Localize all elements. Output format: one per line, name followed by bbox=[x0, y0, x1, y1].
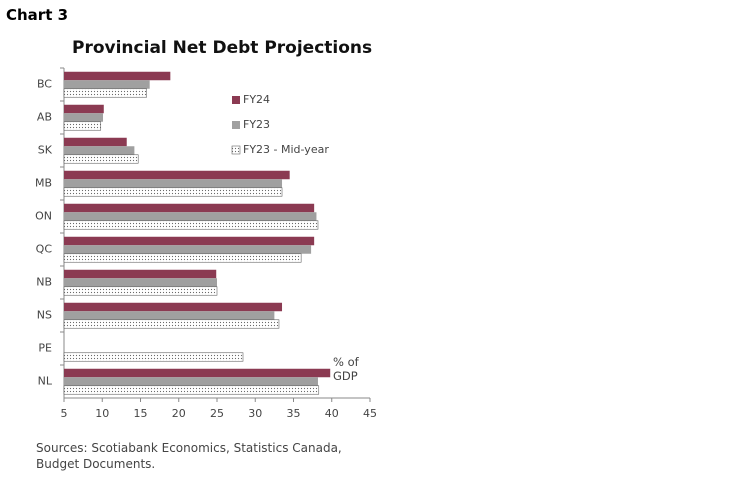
y-tick-label: AB bbox=[37, 111, 52, 124]
source-note: Sources: Scotiabank Economics, Statistic… bbox=[36, 441, 342, 471]
x-tick-label: 15 bbox=[134, 407, 148, 420]
bar bbox=[63, 352, 244, 362]
legend-label: FY23 - Mid-year bbox=[243, 143, 329, 156]
bar bbox=[64, 236, 315, 246]
chart-title: Provincial Net Debt Projections bbox=[72, 38, 373, 58]
bar bbox=[64, 212, 317, 221]
legend-swatch bbox=[232, 96, 240, 104]
chart-label: Chart 3 bbox=[6, 6, 69, 24]
x-tick-label: 10 bbox=[95, 407, 109, 420]
bar bbox=[64, 278, 217, 287]
y-tick-label: BC bbox=[37, 78, 52, 91]
bar bbox=[64, 368, 331, 378]
bar bbox=[64, 311, 275, 320]
y-tick-label: NL bbox=[38, 375, 53, 388]
bar bbox=[64, 377, 318, 386]
bar bbox=[64, 170, 290, 180]
bar bbox=[63, 220, 319, 230]
bar bbox=[64, 137, 127, 147]
bar bbox=[64, 245, 312, 254]
x-tick-label: 5 bbox=[61, 407, 68, 420]
y-tick-label: ON bbox=[35, 210, 52, 223]
y-tick-label: MB bbox=[35, 177, 52, 190]
annotation: % of GDP bbox=[333, 355, 359, 383]
bar bbox=[63, 253, 302, 263]
x-tick-label: 25 bbox=[210, 407, 224, 420]
legend-swatch bbox=[231, 145, 241, 155]
bar bbox=[64, 203, 315, 213]
y-tick-label: QC bbox=[36, 243, 53, 256]
bar bbox=[64, 104, 104, 114]
bar bbox=[63, 121, 102, 131]
bar bbox=[63, 154, 139, 164]
bar bbox=[63, 319, 280, 329]
bar bbox=[63, 286, 218, 296]
bar bbox=[64, 269, 217, 279]
bar bbox=[64, 113, 104, 122]
bar bbox=[63, 88, 147, 98]
legend-swatch bbox=[232, 121, 240, 129]
bar bbox=[64, 179, 283, 188]
y-tick-label: SK bbox=[38, 144, 53, 157]
x-tick-label: 30 bbox=[248, 407, 262, 420]
bar bbox=[63, 385, 320, 395]
x-tick-label: 35 bbox=[287, 407, 301, 420]
bar bbox=[64, 71, 171, 81]
bar bbox=[64, 80, 150, 89]
x-tick-label: 45 bbox=[363, 407, 377, 420]
bar bbox=[64, 302, 283, 312]
legend-label: FY24 bbox=[243, 93, 270, 106]
bar bbox=[63, 187, 283, 197]
y-tick-label: NB bbox=[36, 276, 52, 289]
x-tick-label: 20 bbox=[172, 407, 186, 420]
y-tick-label: PE bbox=[38, 342, 52, 355]
legend-label: FY23 bbox=[243, 118, 270, 131]
bar bbox=[64, 146, 135, 155]
x-tick-label: 40 bbox=[325, 407, 339, 420]
y-tick-label: NS bbox=[37, 309, 52, 322]
